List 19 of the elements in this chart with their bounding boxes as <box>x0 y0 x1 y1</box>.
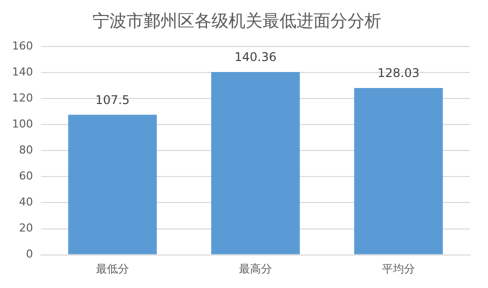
data-label: 128.03 <box>378 66 420 80</box>
y-tick-label: 160 <box>12 39 33 52</box>
y-tick-label: 60 <box>18 170 33 183</box>
chart-title: 宁波市鄞州区各级机关最低进面分分析 <box>92 12 382 32</box>
y-tick-label: 0 <box>26 248 33 261</box>
y-tick-label: 20 <box>18 222 33 235</box>
x-tick-label: 最低分 <box>96 262 129 276</box>
x-tick-label: 平均分 <box>382 262 415 276</box>
y-tick-label: 140 <box>12 65 33 78</box>
bar <box>68 114 157 254</box>
data-label: 140.36 <box>234 50 276 64</box>
y-tick-label: 100 <box>12 117 33 130</box>
bar <box>211 72 300 254</box>
data-label: 107.5 <box>95 92 130 107</box>
x-tick-label: 最高分 <box>239 262 272 276</box>
bar <box>354 88 443 254</box>
y-tick-label: 80 <box>18 143 33 156</box>
y-tick-label: 40 <box>18 196 33 209</box>
y-tick-label: 120 <box>12 91 33 104</box>
